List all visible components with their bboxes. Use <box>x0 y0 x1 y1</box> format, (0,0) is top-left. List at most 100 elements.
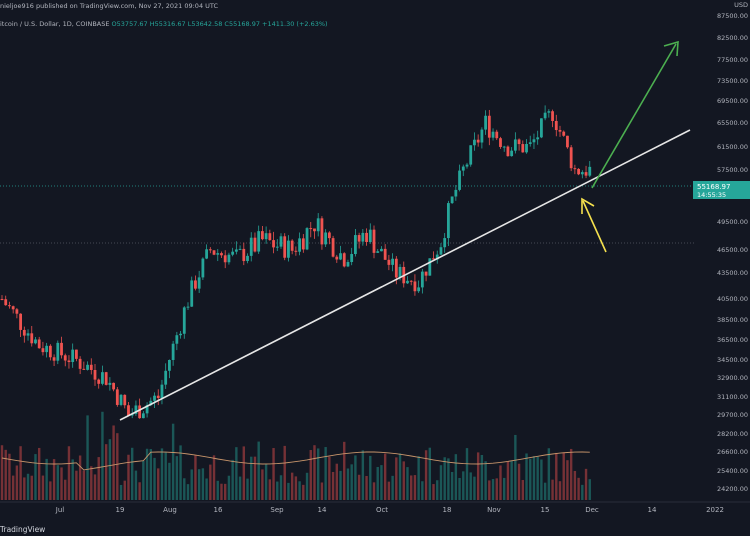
candle-body <box>409 280 413 282</box>
volume-bar <box>454 454 458 500</box>
y-tick-label: 82500.00 <box>717 34 748 42</box>
volume-bar <box>510 460 513 500</box>
candle-body <box>145 405 149 414</box>
volume-bar <box>499 465 502 500</box>
candle-body <box>93 369 97 380</box>
candle-body <box>424 271 428 276</box>
candle-body <box>160 384 164 398</box>
candle-body <box>525 143 528 153</box>
volume-bar <box>562 452 565 500</box>
candle-body <box>60 342 63 356</box>
volume-bar <box>532 456 536 500</box>
volume-bar <box>335 463 338 500</box>
candle-body <box>439 247 443 255</box>
y-tick-label: 28200.00 <box>717 430 748 438</box>
volume-bar <box>64 479 67 500</box>
volume-bar <box>517 463 521 500</box>
candle-body <box>394 258 398 278</box>
candle-body <box>227 254 231 263</box>
candle-body <box>354 235 357 255</box>
volume-bar <box>372 482 376 500</box>
volume-bar <box>324 447 327 500</box>
candle-body <box>301 238 305 250</box>
candle-body <box>71 349 75 363</box>
candle-body <box>67 360 71 363</box>
volume-bar <box>0 445 4 500</box>
volume-bar <box>305 472 309 500</box>
x-tick-label: 14 <box>318 506 327 514</box>
candle-body <box>458 170 461 190</box>
volume-bar <box>588 479 591 500</box>
volume-bar <box>175 456 179 500</box>
volume-bar <box>264 463 268 500</box>
candle-body <box>413 281 417 292</box>
volume-bar <box>268 479 272 500</box>
candle-body <box>78 358 82 369</box>
candle-body <box>357 235 361 242</box>
volume-bar <box>179 445 182 500</box>
candle-body <box>253 237 257 252</box>
candle-body <box>316 218 320 232</box>
candle-body <box>313 228 316 232</box>
candle-body <box>75 349 78 359</box>
volume-bar <box>503 477 506 500</box>
y-tick-label: 49500.00 <box>717 218 748 226</box>
candle-body <box>327 232 331 239</box>
volume-bar <box>495 478 498 500</box>
volume-bar <box>101 411 104 500</box>
volume-bar <box>216 480 219 500</box>
volume-bar <box>45 458 48 500</box>
volume-bar <box>227 475 231 500</box>
volume-bar <box>261 469 264 500</box>
candle-body <box>11 306 15 310</box>
candle-body <box>15 309 19 314</box>
volume-bar <box>123 480 126 500</box>
volume-bar <box>67 446 71 500</box>
candle-body <box>141 413 145 419</box>
volume-bar <box>220 483 223 500</box>
candle-body <box>309 228 313 230</box>
candle-body <box>517 139 521 145</box>
volume-bar <box>573 470 577 500</box>
symbol-name: itcoin / U.S. Dollar, 1D, COINBASE <box>0 20 110 28</box>
candle-body <box>149 400 153 406</box>
volume-bar <box>376 466 379 500</box>
candle-body <box>473 139 476 146</box>
volume-bar <box>383 453 387 500</box>
candle-body <box>320 218 324 245</box>
volume-bar <box>402 461 405 500</box>
candle-body <box>268 233 272 241</box>
volume-bar <box>108 439 112 500</box>
volume-bar <box>4 449 7 500</box>
candle-body <box>487 115 491 138</box>
volume-bar <box>250 456 253 500</box>
volume-bar <box>547 448 551 500</box>
x-tick-label: 16 <box>214 506 223 514</box>
volume-bar <box>462 471 465 500</box>
volume-bar <box>525 453 528 500</box>
candle-body <box>8 305 11 307</box>
volume-bar <box>331 471 335 500</box>
x-tick-label: Jul <box>55 506 65 514</box>
touch-arrow-head <box>581 197 595 214</box>
candle-body <box>164 370 168 385</box>
candle-body <box>551 111 554 121</box>
volume-bar <box>119 484 123 500</box>
volume-bar <box>413 475 417 500</box>
volume-bar <box>212 455 216 500</box>
candle-body <box>536 137 540 140</box>
candle-body <box>465 164 469 167</box>
volume-bar <box>38 447 41 500</box>
candle-body <box>566 135 569 148</box>
volume-bar <box>97 457 100 500</box>
y-tick-label: 87500.00 <box>717 12 748 20</box>
x-tick-label: Nov <box>487 506 501 514</box>
volume-bar <box>521 480 524 500</box>
x-tick-label: 15 <box>541 506 550 514</box>
volume-bar <box>238 476 242 500</box>
candle-body <box>443 238 447 248</box>
projection-arrow <box>591 43 677 189</box>
candle-body <box>19 313 22 330</box>
candle-body <box>108 382 112 385</box>
candle-body <box>190 280 194 307</box>
